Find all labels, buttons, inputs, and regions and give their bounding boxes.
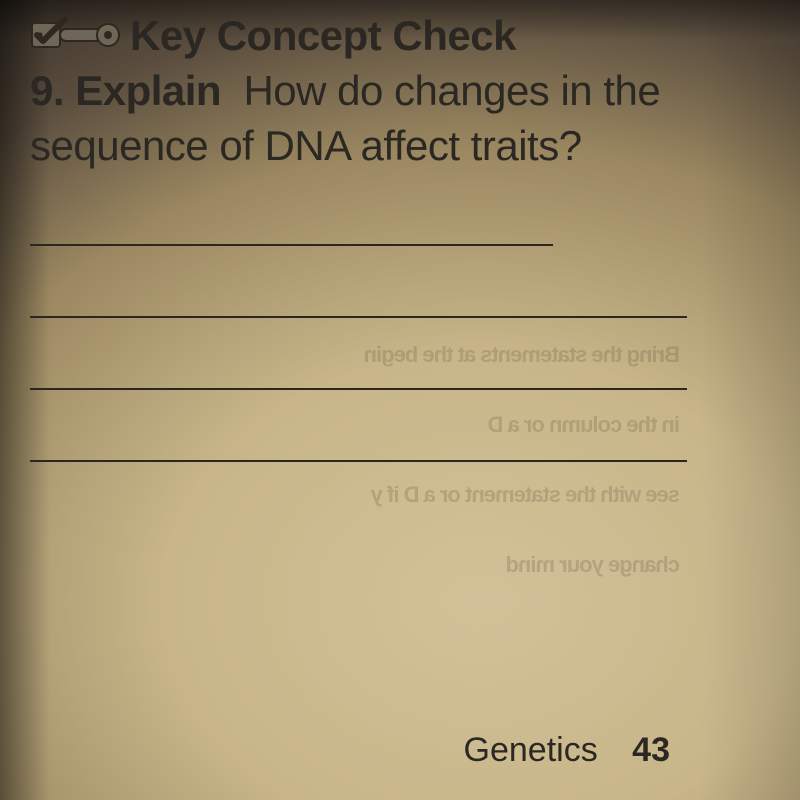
question-verb: Explain	[75, 67, 221, 114]
page-content: Key Concept Check 9. Explain How do chan…	[30, 12, 710, 532]
answer-area	[30, 244, 710, 462]
answer-line	[30, 460, 687, 462]
page-footer: Genetics 43	[464, 731, 670, 770]
question-number: 9.	[30, 67, 64, 114]
answer-line	[30, 388, 687, 390]
footer-subject: Genetics	[464, 731, 598, 769]
answer-line	[30, 244, 553, 246]
section-header: Key Concept Check	[30, 12, 710, 60]
footer-page-number: 43	[632, 731, 670, 769]
page-curl-right	[700, 0, 800, 800]
answer-line	[30, 316, 687, 318]
section-title: Key Concept Check	[130, 12, 516, 60]
textbook-page: Bring the statements at the begin in the…	[0, 0, 800, 800]
key-check-icon	[30, 13, 120, 59]
question-text: 9. Explain How do changes in the sequenc…	[30, 63, 710, 174]
bleed-line: change your mind	[340, 552, 680, 578]
